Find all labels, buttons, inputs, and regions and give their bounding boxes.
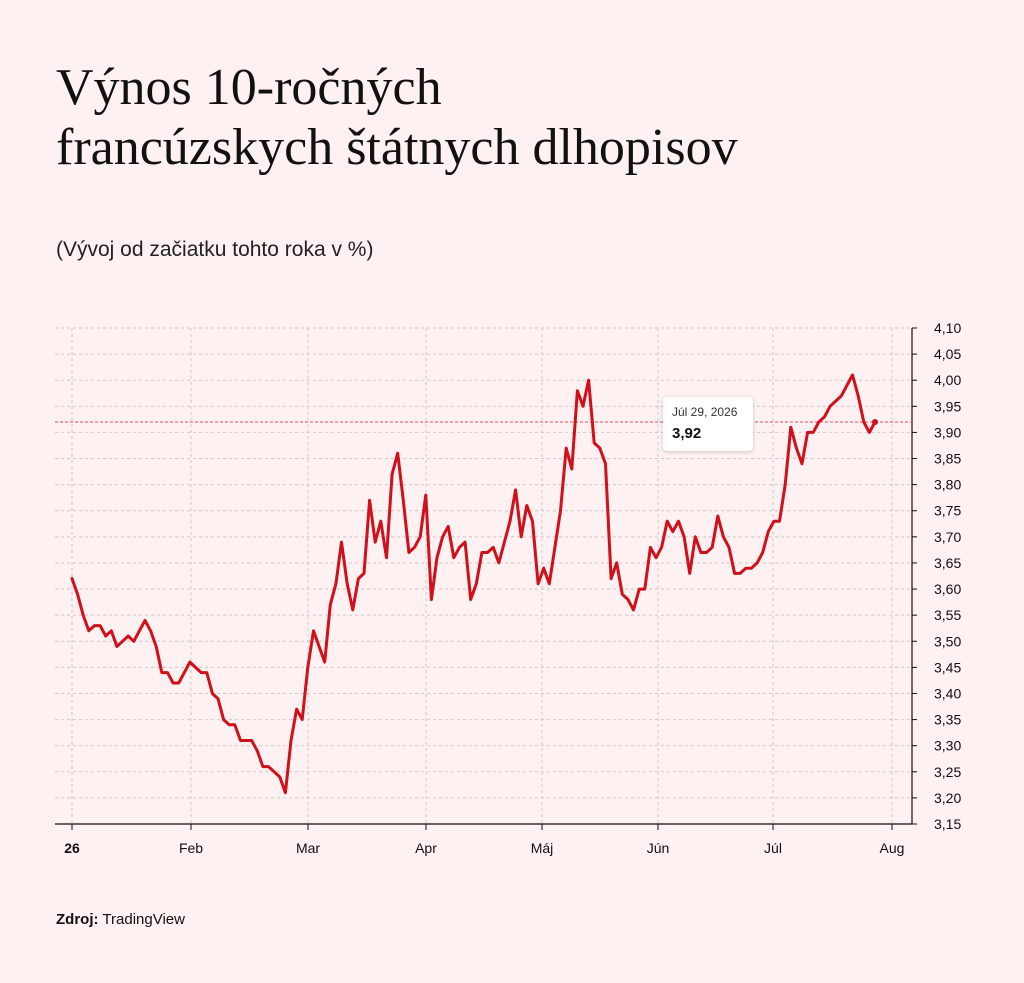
y-tick-label: 3,75 xyxy=(934,503,961,519)
x-tick-label: Jún xyxy=(647,840,670,856)
y-tick-label: 4,05 xyxy=(934,346,961,362)
x-tick-label: Máj xyxy=(531,840,554,856)
y-tick-label: 3,35 xyxy=(934,712,961,728)
y-tick-label: 3,20 xyxy=(934,790,961,806)
y-tick-label: 3,55 xyxy=(934,607,961,623)
source-label: Zdroj: xyxy=(56,911,99,928)
y-tick-label: 3,25 xyxy=(934,764,961,780)
x-tick-label: Apr xyxy=(415,840,437,856)
title-line-1: Výnos 10-ročných xyxy=(56,59,442,116)
y-tick-label: 4,00 xyxy=(934,372,961,388)
source-note: Zdroj: TradingView xyxy=(56,911,185,928)
x-tick-label: Feb xyxy=(179,840,203,856)
y-tick-label: 3,80 xyxy=(934,477,961,493)
x-tick-label: 26 xyxy=(64,840,80,856)
y-tick-label: 3,95 xyxy=(934,398,961,414)
last-point-marker xyxy=(872,419,878,425)
x-tick-label: Júl xyxy=(764,840,782,856)
tooltip-date: Júl 29, 2026 xyxy=(672,405,738,419)
y-tick-label: 3,70 xyxy=(934,529,961,545)
source-value: TradingView xyxy=(102,911,185,928)
title-line-2: francúzskych štátnych dlhopisov xyxy=(56,119,738,176)
x-tick-label: Aug xyxy=(880,840,905,856)
y-tick-label: 3,90 xyxy=(934,424,961,440)
line-chart: 4,10 4,05 4,00 3,95 3,90 3,85 3,80 3,75 3,70 3,65… xyxy=(55,320,961,856)
y-tick-label: 3,30 xyxy=(934,738,961,754)
y-tick-label: 3,40 xyxy=(934,685,961,701)
y-tick-label: 3,65 xyxy=(934,555,961,571)
y-tick-label: 3,50 xyxy=(934,633,961,649)
chart-subtitle: (Vývoj od začiatku tohto roka v %) xyxy=(56,238,374,261)
chart-title: Výnos 10-ročných francúzskych štátnych d… xyxy=(56,58,996,178)
y-tick-label: 4,10 xyxy=(934,320,961,336)
y-tick-label: 3,15 xyxy=(934,816,961,832)
y-tick-label: 3,60 xyxy=(934,581,961,597)
y-tick-label: 3,85 xyxy=(934,451,961,467)
yield-series-line xyxy=(70,373,877,795)
tooltip-value: 3,92 xyxy=(672,425,702,442)
x-tick-label: Mar xyxy=(296,840,320,856)
y-tick-label: 3,45 xyxy=(934,659,961,675)
value-tooltip: Júl 29, 2026 3,92 xyxy=(663,397,753,451)
